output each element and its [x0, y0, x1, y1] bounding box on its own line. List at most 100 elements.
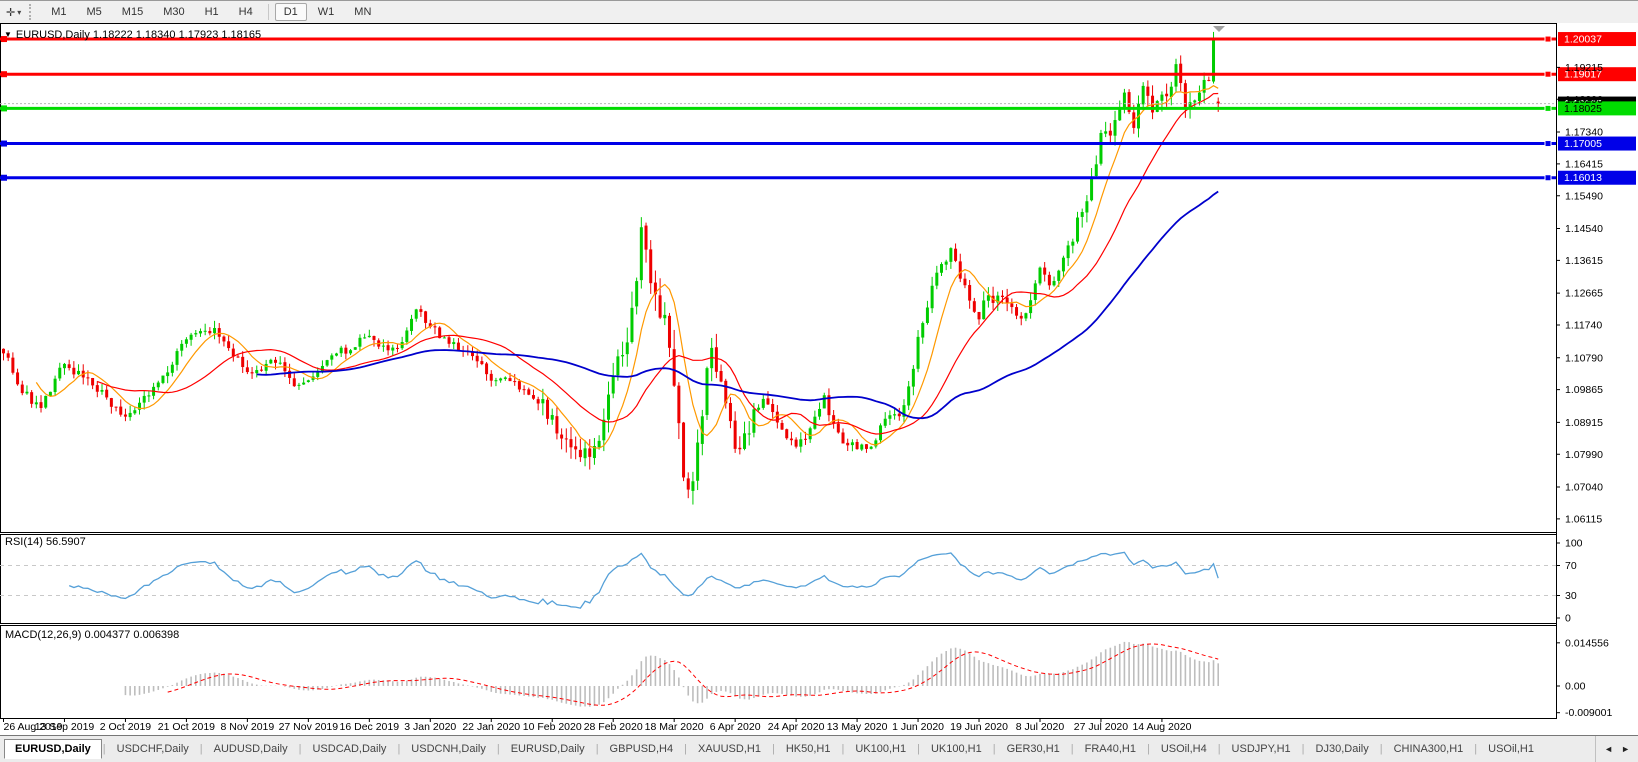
tab-china300-h1[interactable]: CHINA300,H1 — [1393, 743, 1464, 755]
cursor-tool-button[interactable]: ✛ ▾ — [2, 5, 25, 20]
candle-body — [2, 348, 5, 354]
level-badge-text: 1.18025 — [1564, 103, 1602, 115]
hline-right-handle[interactable] — [1544, 35, 1552, 43]
rsi-axis-label: 30 — [1565, 590, 1577, 602]
candle-body — [841, 432, 845, 444]
candle-body — [471, 351, 474, 357]
macd-histogram — [124, 641, 1220, 707]
tab-uk100-h1[interactable]: UK100,H1 — [855, 743, 907, 755]
tab-usdchf-daily[interactable]: USDCHF,Daily — [116, 743, 189, 755]
candle-body — [972, 301, 976, 312]
date-label: 24 Apr 2020 — [768, 721, 825, 733]
chart-tabs: EURUSD,Daily | USDCHF,Daily | AUDUSD,Daily | U… — [0, 736, 1595, 762]
period-button-w1[interactable]: W1 — [317, 6, 335, 18]
candle-body — [344, 347, 348, 354]
tab-uk100-h1[interactable]: UK100,H1 — [930, 743, 982, 755]
hline-right-handle[interactable] — [1544, 140, 1552, 148]
period-button-m15[interactable]: M15 — [121, 6, 144, 18]
hline-left-handle[interactable] — [1, 105, 7, 112]
tab-gbpusd-h4[interactable]: GBPUSD,H4 — [609, 743, 674, 755]
tab-usoil-h4[interactable]: USOil,H4 — [1160, 743, 1207, 755]
tab-usdcad-daily[interactable]: USDCAD,Daily — [312, 743, 387, 755]
tab-usdcnh-daily[interactable]: USDCNH,Daily — [411, 743, 486, 755]
period-button-m1[interactable]: M1 — [51, 6, 67, 18]
quote-dropdown-icon[interactable]: ▼ — [4, 30, 12, 39]
candle-body — [489, 373, 493, 381]
candle-body — [986, 295, 990, 301]
tab-fra40-h1[interactable]: FRA40,H1 — [1084, 743, 1136, 755]
candle-body — [1038, 267, 1042, 284]
hline-1.19017[interactable]: 1.19017 — [0, 67, 1636, 82]
candle-body — [719, 371, 723, 382]
candle-body — [1090, 176, 1094, 201]
tab-dj30-daily[interactable]: DJ30,Daily — [1315, 743, 1369, 755]
hline-1.20037[interactable]: 1.20037 — [0, 32, 1636, 47]
toolbar-grip-handle[interactable] — [29, 4, 35, 20]
tab-hk50-h1[interactable]: HK50,H1 — [785, 743, 831, 755]
period-button-mn[interactable]: MN — [354, 6, 372, 18]
candle-body — [1169, 86, 1173, 98]
candle-body — [442, 337, 446, 339]
period-button-h4[interactable]: H4 — [238, 6, 253, 18]
candle-body — [147, 395, 151, 397]
candle-body — [743, 433, 747, 449]
tab-usdjpy-h1[interactable]: USDJPY,H1 — [1231, 743, 1291, 755]
hline-left-handle[interactable] — [1, 140, 7, 147]
candle-body — [864, 444, 868, 449]
candle-body — [902, 405, 906, 417]
candle-body — [635, 281, 639, 307]
candle-body — [475, 355, 479, 362]
hline-1.18025[interactable]: 1.18025 — [0, 101, 1636, 116]
tab-eurusd-daily[interactable]: EURUSD,Daily — [510, 743, 585, 755]
candle-body — [367, 335, 371, 338]
candle-body — [1005, 297, 1009, 304]
hline-right-handle[interactable] — [1544, 104, 1552, 112]
candle-body — [696, 442, 700, 481]
hline-left-handle[interactable] — [1, 174, 7, 181]
hline-left-handle[interactable] — [1, 71, 7, 78]
macd-axis-label: -0.009001 — [1565, 707, 1612, 719]
tabs-scroll-left-icon[interactable]: ◄ — [1604, 744, 1614, 754]
hline-left-handle[interactable] — [1, 36, 7, 43]
tab-audusd-daily[interactable]: AUDUSD,Daily — [213, 743, 288, 755]
period-button-m5[interactable]: M5 — [86, 6, 102, 18]
tab-usoil-h1[interactable]: USOil,H1 — [1488, 743, 1534, 755]
timeframe-toolbar: ✛ ▾ M1 M5 M15 M30 H1 H4 D1 W1 MN — [0, 1, 1638, 24]
date-label: 28 Feb 2020 — [584, 721, 643, 733]
period-button-m30[interactable]: M30 — [163, 6, 185, 18]
candle-body — [536, 399, 540, 404]
candle-body — [62, 363, 66, 369]
tab-ger30-h1[interactable]: GER30,H1 — [1006, 743, 1060, 755]
date-label: 13 Sep 2019 — [35, 721, 95, 733]
hline-right-handle[interactable] — [1544, 174, 1552, 182]
candle-body — [874, 440, 878, 447]
candle-body — [499, 378, 503, 381]
candle-body — [330, 355, 334, 360]
date-label: 19 Jun 2020 — [950, 721, 1008, 733]
tab-xauusd-h1[interactable]: XAUUSD,H1 — [697, 743, 761, 755]
candle-body — [583, 448, 587, 459]
candle-body — [644, 225, 648, 250]
period-button-d1[interactable]: D1 — [274, 3, 307, 21]
tab-separator: | — [1379, 743, 1383, 755]
candle-body — [808, 428, 812, 440]
candle-body — [424, 311, 428, 323]
candle-body — [996, 295, 1000, 303]
tab-separator: | — [1070, 743, 1074, 755]
candle-body — [546, 399, 550, 419]
candle-body — [935, 272, 939, 286]
hline-right-handle[interactable] — [1544, 70, 1552, 78]
tab-eurusd-daily[interactable]: EURUSD,Daily — [4, 739, 102, 759]
period-button-h1[interactable]: H1 — [204, 6, 219, 18]
price-axis-label: 1.08915 — [1565, 417, 1603, 429]
hline-1.16013[interactable]: 1.16013 — [0, 170, 1636, 185]
candle-body — [1047, 274, 1051, 286]
level-badge-text: 1.16013 — [1564, 172, 1602, 184]
candle-body — [860, 444, 864, 450]
candle-body — [1212, 39, 1216, 82]
macd-panel-frame — [0, 625, 1557, 719]
tabs-scroll-right-icon[interactable]: ► — [1621, 744, 1630, 754]
tab-separator: | — [992, 743, 996, 755]
candle-body — [288, 370, 292, 378]
hline-1.17005[interactable]: 1.17005 — [0, 136, 1636, 151]
